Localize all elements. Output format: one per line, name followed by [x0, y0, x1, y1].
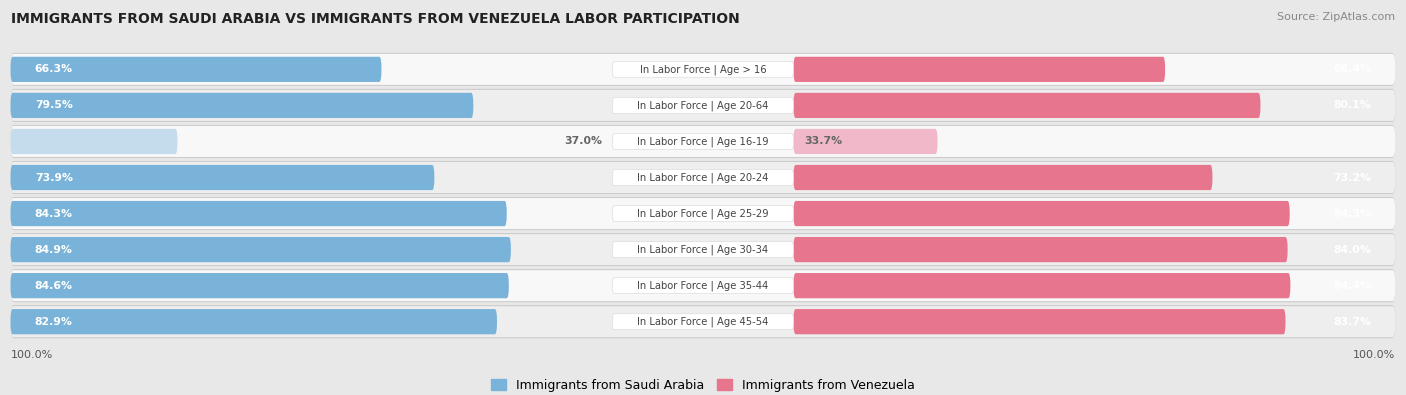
Text: In Labor Force | Age 45-54: In Labor Force | Age 45-54 [637, 316, 769, 327]
FancyBboxPatch shape [10, 306, 1396, 337]
Text: In Labor Force | Age > 16: In Labor Force | Age > 16 [640, 64, 766, 75]
FancyBboxPatch shape [10, 197, 1396, 230]
FancyBboxPatch shape [10, 270, 1396, 301]
FancyBboxPatch shape [10, 305, 1396, 338]
Text: 66.4%: 66.4% [1333, 64, 1371, 74]
FancyBboxPatch shape [10, 233, 1396, 266]
Text: In Labor Force | Age 35-44: In Labor Force | Age 35-44 [637, 280, 769, 291]
Text: Source: ZipAtlas.com: Source: ZipAtlas.com [1277, 12, 1395, 22]
Text: 84.3%: 84.3% [35, 209, 73, 218]
FancyBboxPatch shape [10, 125, 1396, 158]
Text: 73.2%: 73.2% [1333, 173, 1371, 182]
FancyBboxPatch shape [613, 134, 793, 149]
Text: 33.7%: 33.7% [804, 136, 842, 147]
Text: In Labor Force | Age 20-64: In Labor Force | Age 20-64 [637, 100, 769, 111]
Text: 83.7%: 83.7% [1333, 317, 1371, 327]
Text: In Labor Force | Age 25-29: In Labor Force | Age 25-29 [637, 208, 769, 219]
FancyBboxPatch shape [10, 234, 1396, 265]
Text: 79.5%: 79.5% [35, 100, 73, 111]
FancyBboxPatch shape [10, 237, 510, 262]
Text: In Labor Force | Age 20-24: In Labor Force | Age 20-24 [637, 172, 769, 183]
Legend: Immigrants from Saudi Arabia, Immigrants from Venezuela: Immigrants from Saudi Arabia, Immigrants… [486, 374, 920, 395]
FancyBboxPatch shape [793, 93, 1260, 118]
Text: 84.3%: 84.3% [1333, 209, 1371, 218]
Text: 66.3%: 66.3% [35, 64, 73, 74]
FancyBboxPatch shape [10, 54, 1396, 85]
Text: 84.4%: 84.4% [1333, 280, 1371, 291]
FancyBboxPatch shape [10, 53, 1396, 86]
FancyBboxPatch shape [613, 278, 793, 293]
Text: In Labor Force | Age 16-19: In Labor Force | Age 16-19 [637, 136, 769, 147]
FancyBboxPatch shape [793, 309, 1285, 334]
Text: IMMIGRANTS FROM SAUDI ARABIA VS IMMIGRANTS FROM VENEZUELA LABOR PARTICIPATION: IMMIGRANTS FROM SAUDI ARABIA VS IMMIGRAN… [11, 12, 740, 26]
FancyBboxPatch shape [793, 273, 1291, 298]
Text: 73.9%: 73.9% [35, 173, 73, 182]
FancyBboxPatch shape [10, 198, 1396, 229]
Text: 100.0%: 100.0% [1353, 350, 1396, 360]
FancyBboxPatch shape [613, 314, 793, 329]
FancyBboxPatch shape [793, 165, 1212, 190]
FancyBboxPatch shape [613, 206, 793, 222]
FancyBboxPatch shape [613, 62, 793, 77]
FancyBboxPatch shape [793, 237, 1288, 262]
FancyBboxPatch shape [10, 90, 1396, 121]
FancyBboxPatch shape [10, 89, 1396, 122]
FancyBboxPatch shape [10, 165, 434, 190]
FancyBboxPatch shape [613, 169, 793, 185]
Text: 80.1%: 80.1% [1333, 100, 1371, 111]
FancyBboxPatch shape [10, 309, 496, 334]
FancyBboxPatch shape [10, 161, 1396, 194]
FancyBboxPatch shape [10, 201, 506, 226]
FancyBboxPatch shape [793, 57, 1166, 82]
FancyBboxPatch shape [793, 129, 938, 154]
Text: 84.9%: 84.9% [35, 245, 73, 255]
FancyBboxPatch shape [10, 269, 1396, 302]
Text: 84.6%: 84.6% [35, 280, 73, 291]
Text: In Labor Force | Age 30-34: In Labor Force | Age 30-34 [637, 245, 769, 255]
Text: 84.0%: 84.0% [1333, 245, 1371, 255]
FancyBboxPatch shape [10, 126, 1396, 157]
FancyBboxPatch shape [613, 242, 793, 258]
FancyBboxPatch shape [613, 98, 793, 113]
Text: 82.9%: 82.9% [35, 317, 73, 327]
FancyBboxPatch shape [10, 93, 474, 118]
FancyBboxPatch shape [10, 273, 509, 298]
Text: 100.0%: 100.0% [10, 350, 53, 360]
Text: 37.0%: 37.0% [564, 136, 602, 147]
FancyBboxPatch shape [10, 162, 1396, 193]
FancyBboxPatch shape [10, 129, 177, 154]
FancyBboxPatch shape [793, 201, 1289, 226]
FancyBboxPatch shape [10, 57, 381, 82]
